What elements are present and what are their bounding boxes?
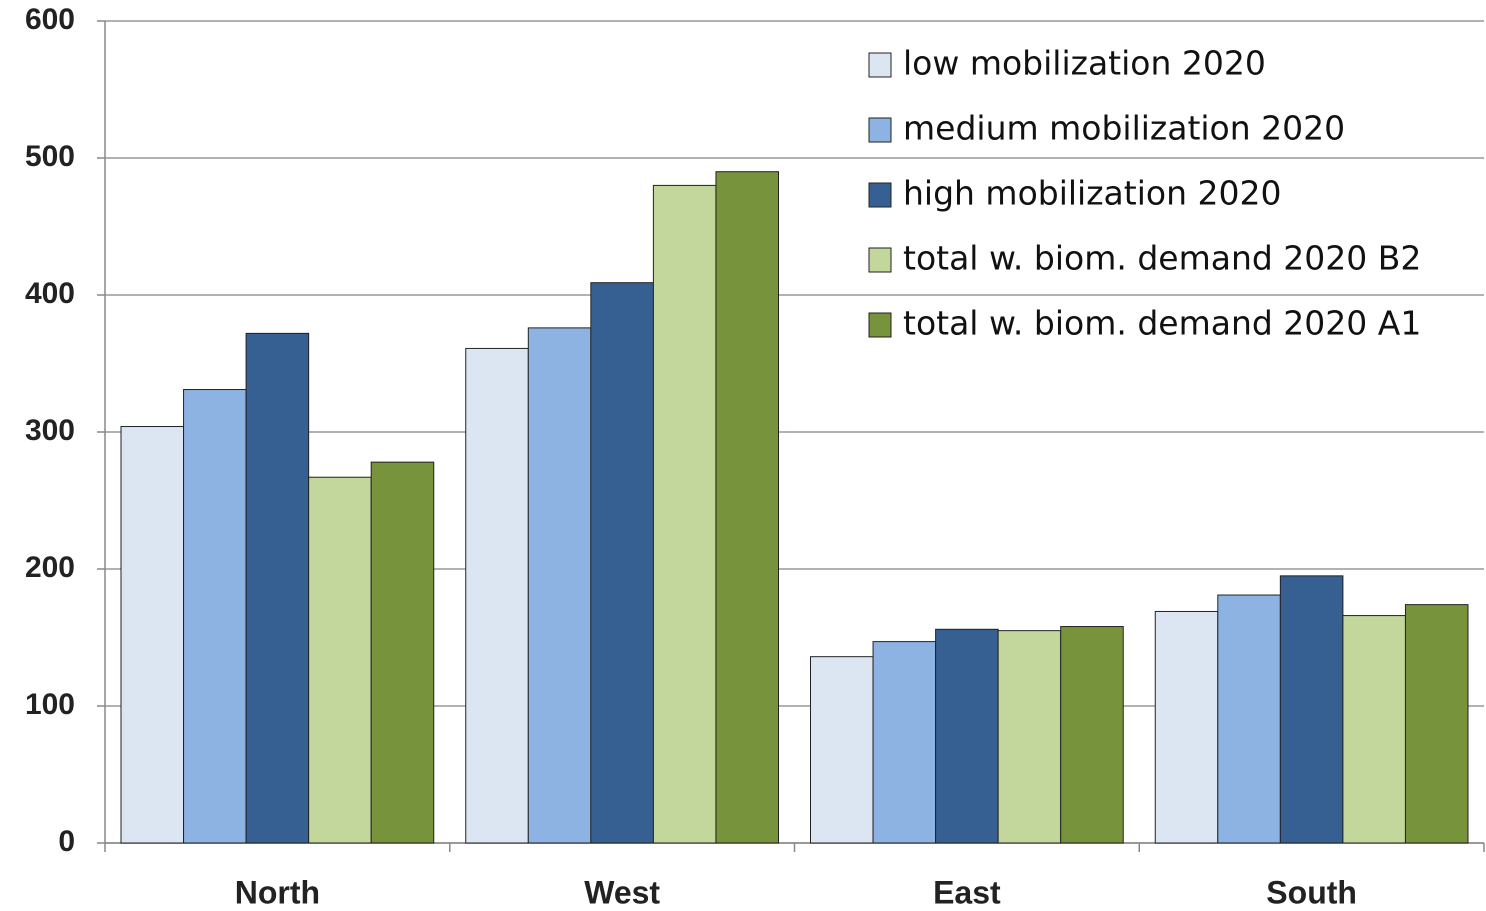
legend-swatch <box>868 247 892 273</box>
bar <box>245 332 310 844</box>
legend-swatch <box>868 182 892 208</box>
legend-swatch <box>868 312 892 338</box>
bar <box>997 630 1062 844</box>
bar <box>652 184 717 844</box>
bar <box>1404 604 1469 844</box>
bar <box>308 476 372 844</box>
bar <box>183 389 247 844</box>
x-tick-label: East <box>933 874 1001 910</box>
bar <box>590 282 654 844</box>
legend-swatch <box>868 52 892 78</box>
y-tick-label: 600 <box>25 3 75 36</box>
y-tick-label: 0 <box>58 825 75 858</box>
legend-label: low mobilization 2020 <box>903 44 1266 83</box>
bar <box>935 628 999 844</box>
y-tick-label: 100 <box>25 688 75 721</box>
legend-label: medium mobilization 2020 <box>903 109 1345 148</box>
legend-label: total w. biom. demand 2020 B2 <box>903 239 1421 278</box>
bar <box>527 327 592 844</box>
bar <box>1342 615 1406 844</box>
x-tick-label: South <box>1266 874 1357 910</box>
bar <box>120 426 185 844</box>
bar <box>1279 575 1344 844</box>
y-tick-label: 300 <box>25 414 75 447</box>
bar <box>810 656 874 844</box>
bar <box>370 461 435 844</box>
bar <box>1154 610 1219 844</box>
y-tick-label: 500 <box>25 140 75 173</box>
x-tick-label: West <box>584 874 660 910</box>
y-tick-label: 200 <box>25 551 75 584</box>
legend-label: total w. biom. demand 2020 A1 <box>903 304 1421 343</box>
bar <box>1217 594 1281 844</box>
x-tick-label: North <box>235 874 320 910</box>
bar <box>1060 626 1124 844</box>
bar <box>715 171 780 844</box>
bar <box>465 347 529 844</box>
legend-label: high mobilization 2020 <box>903 174 1281 213</box>
y-tick-label: 400 <box>25 277 75 310</box>
bar <box>872 641 937 844</box>
legend-swatch <box>868 117 892 143</box>
